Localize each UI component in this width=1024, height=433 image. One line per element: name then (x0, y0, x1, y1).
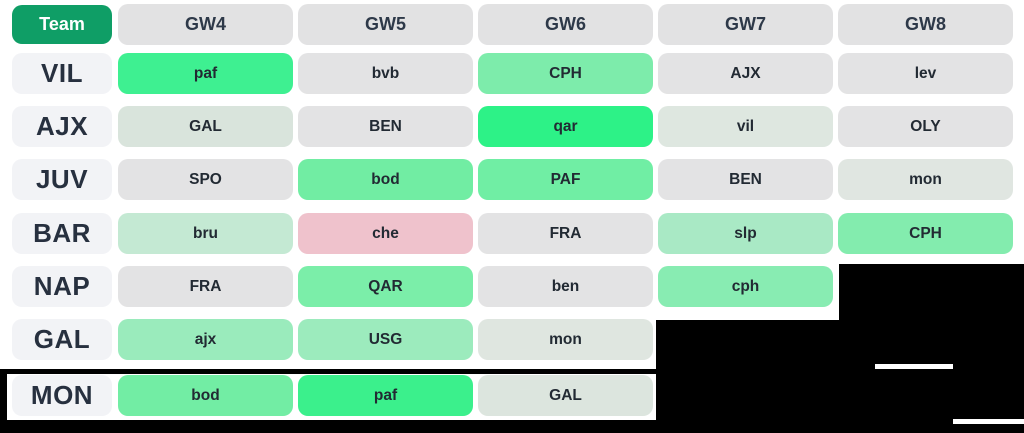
gw-header-gw8[interactable]: GW8 (838, 4, 1013, 45)
white-notch-lower (953, 419, 1024, 424)
team-cell-ajx[interactable]: AJX (12, 106, 112, 147)
fixture-nap-gw5: QAR (298, 266, 473, 307)
white-notch-upper (875, 364, 953, 369)
fixture-nap-gw7: cph (658, 266, 833, 307)
fixture-vil-gw8: lev (838, 53, 1013, 94)
gw-header-gw6[interactable]: GW6 (478, 4, 653, 45)
fixture-gal-gw4: ajx (118, 319, 293, 360)
fixture-ajx-gw7: vil (658, 106, 833, 147)
fixture-bar-gw8: CPH (838, 213, 1013, 254)
gw-header-gw5[interactable]: GW5 (298, 4, 473, 45)
fixture-vil-gw4: paf (118, 53, 293, 94)
fixture-ajx-gw8: OLY (838, 106, 1013, 147)
team-header-button[interactable]: Team (12, 5, 112, 44)
fixture-nap-gw6: ben (478, 266, 653, 307)
selected-row-border-left (0, 369, 7, 433)
bottom-black-bar (0, 420, 1024, 433)
fixture-vil-gw7: AJX (658, 53, 833, 94)
fixture-gal-gw6: mon (478, 319, 653, 360)
fixture-juv-gw6: PAF (478, 159, 653, 200)
team-cell-gal[interactable]: GAL (12, 319, 112, 360)
fixture-ajx-gw5: BEN (298, 106, 473, 147)
fixture-mon-gw6: GAL (478, 375, 653, 416)
fixture-bar-gw7: slp (658, 213, 833, 254)
team-cell-nap[interactable]: NAP (12, 266, 112, 307)
fixture-nap-gw4: FRA (118, 266, 293, 307)
missing-cells-overlay-bottom (656, 320, 1024, 433)
team-cell-bar[interactable]: BAR (12, 213, 112, 254)
fixture-mon-gw5: paf (298, 375, 473, 416)
selected-row-border-top (0, 369, 658, 374)
team-cell-juv[interactable]: JUV (12, 159, 112, 200)
fixture-juv-gw7: BEN (658, 159, 833, 200)
team-cell-mon[interactable]: MON (12, 375, 112, 416)
team-cell-vil[interactable]: VIL (12, 53, 112, 94)
fixture-bar-gw6: FRA (478, 213, 653, 254)
fixture-ajx-gw6: qar (478, 106, 653, 147)
fixture-juv-gw8: mon (838, 159, 1013, 200)
fixture-juv-gw5: bod (298, 159, 473, 200)
fixture-juv-gw4: SPO (118, 159, 293, 200)
fixture-bar-gw5: che (298, 213, 473, 254)
fixture-ajx-gw4: GAL (118, 106, 293, 147)
fixture-vil-gw5: bvb (298, 53, 473, 94)
fixture-bar-gw4: bru (118, 213, 293, 254)
fixture-gal-gw5: USG (298, 319, 473, 360)
gw-header-gw4[interactable]: GW4 (118, 4, 293, 45)
gw-header-gw7[interactable]: GW7 (658, 4, 833, 45)
fixture-mon-gw4: bod (118, 375, 293, 416)
fixture-vil-gw6: CPH (478, 53, 653, 94)
